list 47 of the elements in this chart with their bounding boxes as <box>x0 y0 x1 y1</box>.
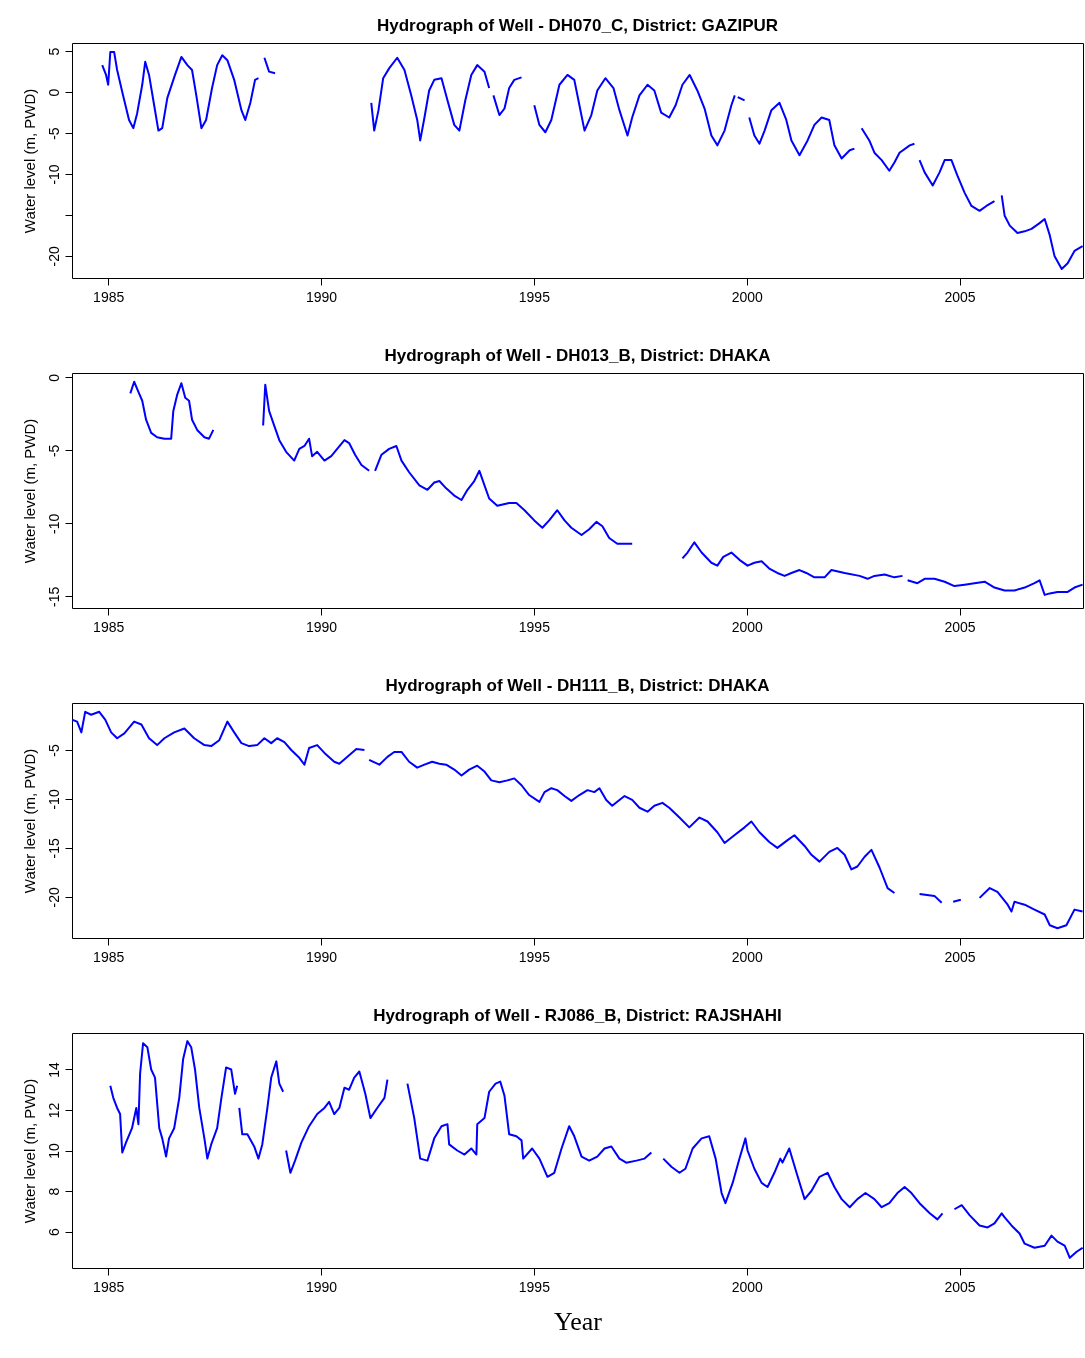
x-tick-label: 2000 <box>731 1278 763 1295</box>
x-tick-label: 2005 <box>944 948 976 965</box>
x-tick-label: 2005 <box>944 1278 976 1295</box>
y-tick-label: 6 <box>45 1227 62 1236</box>
y-tick-label: 0 <box>45 88 62 97</box>
y-tick-label: 14 <box>45 1061 62 1078</box>
x-tick-label: 1985 <box>93 1278 125 1295</box>
y-tick-label: 0 <box>45 373 62 382</box>
x-tick-label: 1985 <box>93 288 125 305</box>
y-tick-label: -10 <box>45 164 62 185</box>
x-tick-label: 2005 <box>944 618 976 635</box>
y-tick-label: -15 <box>45 586 62 607</box>
x-tick-label: 1990 <box>305 1278 338 1295</box>
y-axis-title: Water level (m, PWD) <box>20 1078 38 1224</box>
y-tick-label: 5 <box>45 47 62 56</box>
y-tick-label: -5 <box>45 744 62 757</box>
x-tick-label: 2000 <box>731 948 763 965</box>
y-axis-title: Water level (m, PWD) <box>20 88 38 234</box>
y-axis-title: Water level (m, PWD) <box>20 418 38 564</box>
x-tick-label: 1985 <box>93 948 125 965</box>
y-tick-label: 10 <box>45 1143 62 1159</box>
chart-title: Hydrograph of Well - DH111_B, District: DHAKA <box>385 676 770 695</box>
y-tick-label: 8 <box>45 1187 62 1196</box>
x-tick-label: 1995 <box>518 618 551 635</box>
y-tick-label: 12 <box>45 1102 62 1119</box>
x-tick-label: 1985 <box>93 618 125 635</box>
y-tick-label: -5 <box>45 444 62 458</box>
y-tick-label: -20 <box>45 246 62 267</box>
x-tick-label: 1990 <box>305 948 338 965</box>
y-axis-title: Water level (m, PWD) <box>20 748 38 894</box>
y-tick-label: -10 <box>45 513 62 534</box>
y-tick-label: -10 <box>45 789 62 810</box>
y-tick-label: -5 <box>45 127 62 140</box>
x-tick-label: 1990 <box>305 288 338 305</box>
x-axis-title: Year <box>554 1306 603 1336</box>
x-tick-label: 2000 <box>731 618 763 635</box>
y-tick-label: -20 <box>45 887 62 908</box>
x-tick-label: 1995 <box>518 948 551 965</box>
x-tick-label: 1990 <box>305 618 338 635</box>
chart-title: Hydrograph of Well - DH013_B, District: DHAKA <box>384 346 771 365</box>
x-tick-label: 2005 <box>944 288 976 305</box>
x-tick-label: 2000 <box>731 288 763 305</box>
y-tick-label: -15 <box>45 838 62 859</box>
chart-title: Hydrograph of Well - DH070_C, District: GAZIPUR <box>376 16 779 35</box>
x-tick-label: 1995 <box>518 1278 551 1295</box>
chart-title: Hydrograph of Well - RJ086_B, District: RAJSHAHI <box>373 1006 782 1025</box>
x-tick-label: 1995 <box>518 288 551 305</box>
